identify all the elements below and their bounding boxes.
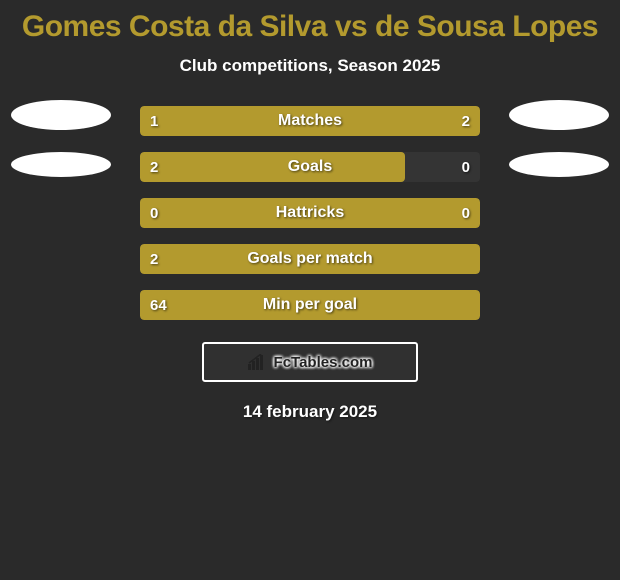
subtitle: Club competitions, Season 2025 <box>0 56 620 76</box>
avatar-placeholder-icon <box>11 152 111 177</box>
stat-label: Min per goal <box>140 290 480 320</box>
stat-bar: 20Goals <box>140 152 480 182</box>
player-avatar-right <box>504 100 614 177</box>
attribution-badge: FcTables.com <box>202 342 418 382</box>
attribution-text: FcTables.com <box>274 354 373 371</box>
page-title: Gomes Costa da Silva vs de Sousa Lopes <box>0 0 620 44</box>
stat-label: Goals <box>140 152 480 182</box>
stat-bar: 12Matches <box>140 106 480 136</box>
stat-label: Goals per match <box>140 244 480 274</box>
stat-bars: 12Matches 20Goals 00Hattricks 2Goals per ma… <box>140 106 480 320</box>
stat-label: Hattricks <box>140 198 480 228</box>
comparison-content: 12Matches 20Goals 00Hattricks 2Goals per ma… <box>0 106 620 422</box>
date-label: 14 february 2025 <box>0 402 620 422</box>
avatar-placeholder-icon <box>11 100 111 130</box>
player-avatar-left <box>6 100 116 177</box>
stat-bar: 2Goals per match <box>140 244 480 274</box>
stat-bar: 64Min per goal <box>140 290 480 320</box>
avatar-placeholder-icon <box>509 152 609 177</box>
avatar-placeholder-icon <box>509 100 609 130</box>
stat-label: Matches <box>140 106 480 136</box>
bar-chart-icon <box>248 354 268 370</box>
stat-bar: 00Hattricks <box>140 198 480 228</box>
